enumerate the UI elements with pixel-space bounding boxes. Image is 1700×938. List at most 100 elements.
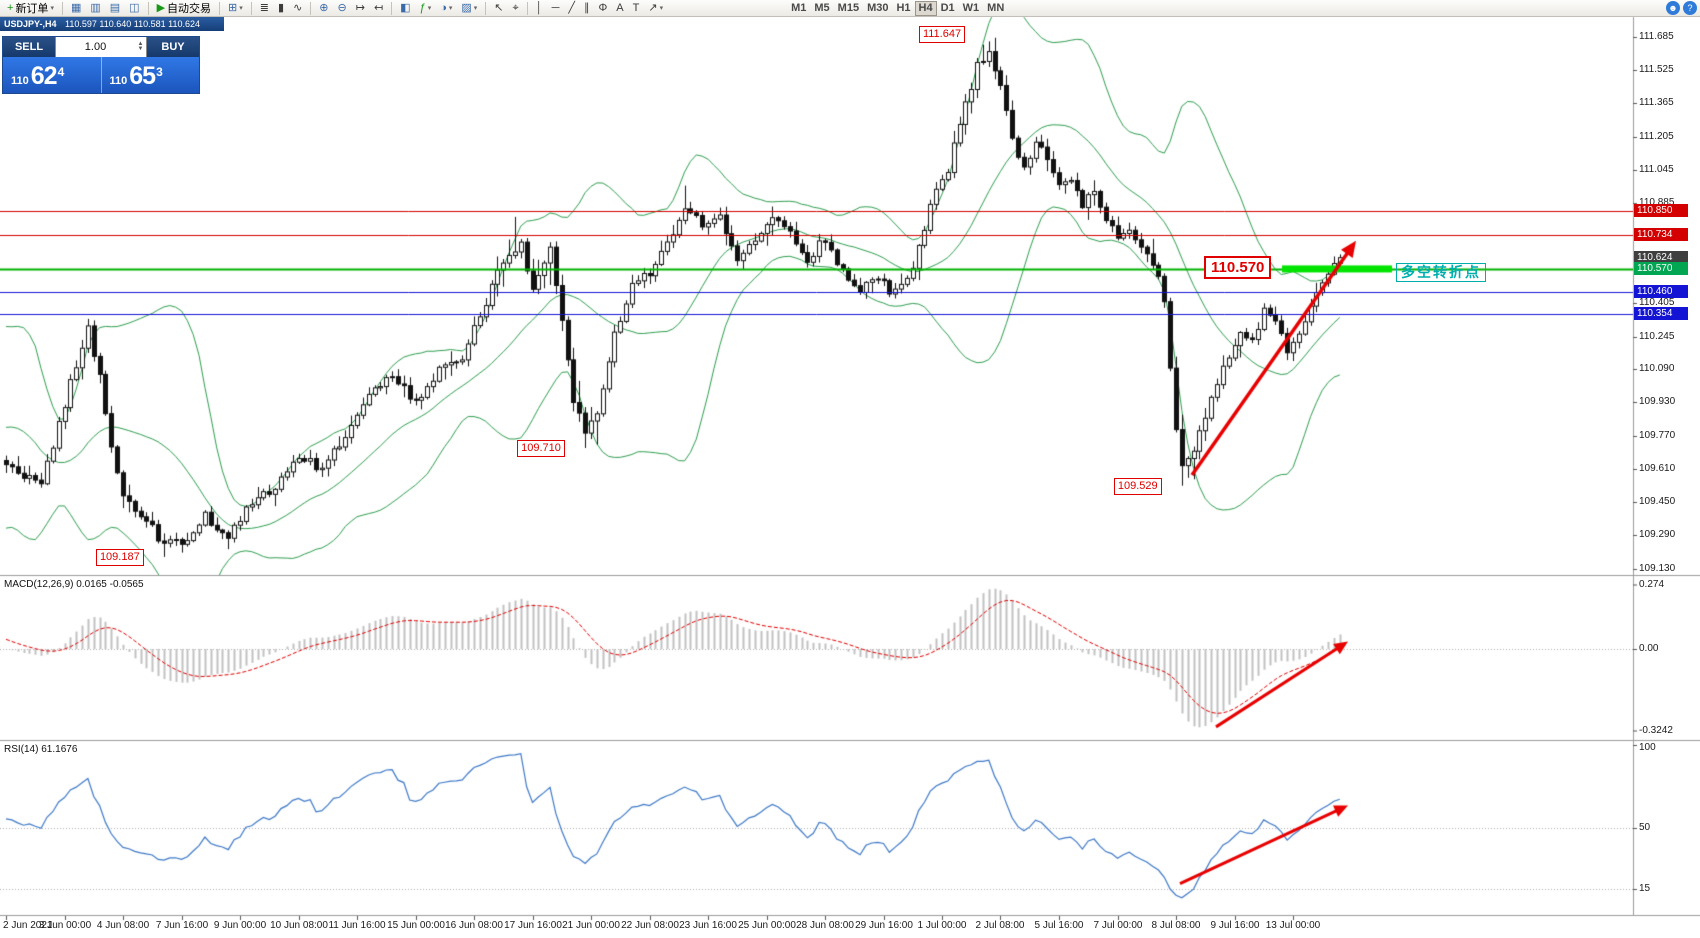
buy-price-pips: 65 (129, 62, 156, 90)
periods-button[interactable]: ◑ ▾ (436, 1, 456, 16)
chevron-down-icon: ▾ (427, 4, 432, 12)
navigator-icon: ◫ (129, 1, 140, 14)
chart-shift-button[interactable]: ↤ (370, 1, 387, 16)
horizontal-line-button[interactable]: ─ (548, 1, 564, 16)
autotrading-button[interactable]: ▶ 自动交易 (153, 1, 215, 16)
timeframes-group: M1 M5 M15 M30 H1 H4 D1 W1 MN (787, 0, 1008, 16)
text-icon: A (616, 1, 624, 14)
periods-icon: ◑ (440, 1, 447, 14)
trendline-icon: ╱ (568, 1, 576, 14)
timeframe-h4-button[interactable]: H4 (914, 0, 937, 16)
chart-shift-icon: ↤ (373, 1, 384, 14)
channel-icon: ∥ (584, 1, 590, 14)
community-icon: ☻ (1668, 3, 1678, 13)
vertical-line-button[interactable]: │ (532, 1, 547, 16)
line-chart-icon: ∿ (293, 1, 303, 14)
lot-size-field[interactable]: 1.00 ▲ ▼ (55, 37, 147, 57)
timeframe-m1-button[interactable]: M1 (787, 1, 810, 16)
chevron-down-icon: ▾ (239, 4, 243, 12)
navigator-button[interactable]: ◫ (125, 1, 143, 16)
cursor-icon: ↖ (494, 1, 504, 14)
new-order-icon: + (7, 1, 14, 14)
tile-windows-button[interactable]: ◧ (396, 1, 414, 16)
zoom-out-icon: ⊖ (337, 1, 347, 14)
sell-button[interactable]: SELL (3, 37, 55, 57)
channel-button[interactable]: ∥ (580, 1, 594, 16)
autotrading-play-icon: ▶ (156, 1, 166, 14)
candlestick-button[interactable]: ▮ (274, 1, 288, 16)
buy-price-point: 3 (156, 65, 163, 79)
chart-symbol-period: USDJPY-,H4 (4, 19, 57, 29)
sell-price-button[interactable]: 110 62 4 (3, 57, 101, 93)
arrows-button[interactable]: ↗ ▾ (644, 1, 667, 16)
toolbar-separator (147, 1, 149, 15)
timeframe-mn-button[interactable]: MN (983, 1, 1008, 16)
arrows-icon: ↗ (648, 1, 658, 14)
crosshair-button[interactable]: ⌖ (509, 1, 523, 16)
lot-increase-icon[interactable]: ▲ (137, 41, 144, 47)
vertical-line-icon: │ (535, 1, 543, 14)
timeframe-m5-button[interactable]: M5 (810, 1, 833, 16)
price-annotation-high: 111.647 (918, 25, 966, 43)
crosshair-icon: ⌖ (512, 1, 519, 14)
new-order-label: 新订单 (15, 3, 49, 15)
lot-size-value: 1.00 (84, 41, 107, 53)
lot-decrease-icon[interactable]: ▼ (137, 46, 144, 52)
chevron-down-icon: ▾ (50, 4, 54, 12)
timeframe-m15-button[interactable]: M15 (834, 1, 863, 16)
indicators-icon: ƒ (419, 1, 426, 14)
toolbar-right-icons: ☻ ? (1666, 1, 1697, 15)
toolbar-separator (526, 1, 528, 15)
buy-button[interactable]: BUY (147, 37, 199, 57)
chart-title-bar: USDJPY-,H4 110.597 110.640 110.581 110.6… (0, 17, 224, 31)
market-watch-icon: ▤ (109, 1, 121, 14)
buy-price-button[interactable]: 110 65 3 (100, 57, 200, 93)
timeframe-h1-button[interactable]: H1 (892, 1, 914, 16)
tile-windows-icon: ◧ (400, 1, 411, 14)
zoom-in-button[interactable]: ⊕ (315, 1, 332, 16)
profiles-button[interactable]: ▥ (86, 1, 104, 16)
new-chart-icon: ⊞ (228, 1, 238, 14)
toolbar-separator (250, 1, 252, 15)
autotrading-label: 自动交易 (167, 3, 212, 15)
help-button[interactable]: ? (1683, 1, 1697, 15)
zoom-out-button[interactable]: ⊖ (334, 1, 351, 16)
charts-button[interactable]: ▦ (67, 1, 85, 16)
bar-chart-icon: ≣ (259, 1, 269, 14)
price-annotation-low2: 109.529 (1113, 477, 1162, 495)
turning-point-label: 多空转折点 (1396, 262, 1486, 282)
indicators-button[interactable]: ƒ ▾ (416, 1, 436, 16)
price-annotation-low1: 109.710 (517, 439, 565, 457)
toolbar-separator (391, 1, 393, 15)
community-button[interactable]: ☻ (1666, 1, 1680, 15)
sell-price-point: 4 (57, 65, 65, 79)
timeframe-m30-button[interactable]: M30 (863, 1, 892, 16)
fibonacci-button[interactable]: Φ (595, 1, 612, 16)
auto-scroll-icon: ↦ (355, 1, 365, 14)
cursor-button[interactable]: ↖ (490, 1, 507, 16)
lot-spinner[interactable]: ▲ ▼ (135, 41, 146, 52)
trendline-button[interactable]: ╱ (564, 1, 579, 16)
main-toolbar: + 新订单 ▾ ▦ ▥ ▤ ◫ ▶ 自动交易 ⊞ ▾ ≣ ▮ ∿ ⊕ ⊖ ↦ ↤ … (0, 0, 1700, 17)
fibonacci-icon: Φ (598, 1, 608, 14)
new-order-button[interactable]: + 新订单 ▾ (3, 1, 58, 16)
templates-button[interactable]: ▨ ▾ (457, 1, 481, 16)
new-chart-button[interactable]: ⊞ ▾ (224, 1, 247, 16)
line-chart-button[interactable]: ∿ (289, 1, 306, 16)
chevron-down-icon: ▾ (473, 4, 478, 12)
help-icon: ? (1687, 3, 1693, 13)
text-label-icon: T (632, 1, 640, 14)
text-label-button[interactable]: T (629, 1, 644, 16)
bar-chart-button[interactable]: ≣ (256, 1, 273, 16)
timeframe-w1-button[interactable]: W1 (959, 1, 984, 16)
text-button[interactable]: A (612, 1, 627, 16)
chevron-down-icon: ▾ (448, 4, 453, 12)
toolbar-separator (485, 1, 487, 15)
auto-scroll-button[interactable]: ↦ (352, 1, 369, 16)
timeframe-d1-button[interactable]: D1 (937, 1, 959, 16)
market-watch-button[interactable]: ▤ (106, 1, 124, 16)
toolbar-separator (61, 1, 63, 15)
macd-indicator-label: MACD(12,26,9) 0.0165 -0.0565 (4, 579, 144, 590)
